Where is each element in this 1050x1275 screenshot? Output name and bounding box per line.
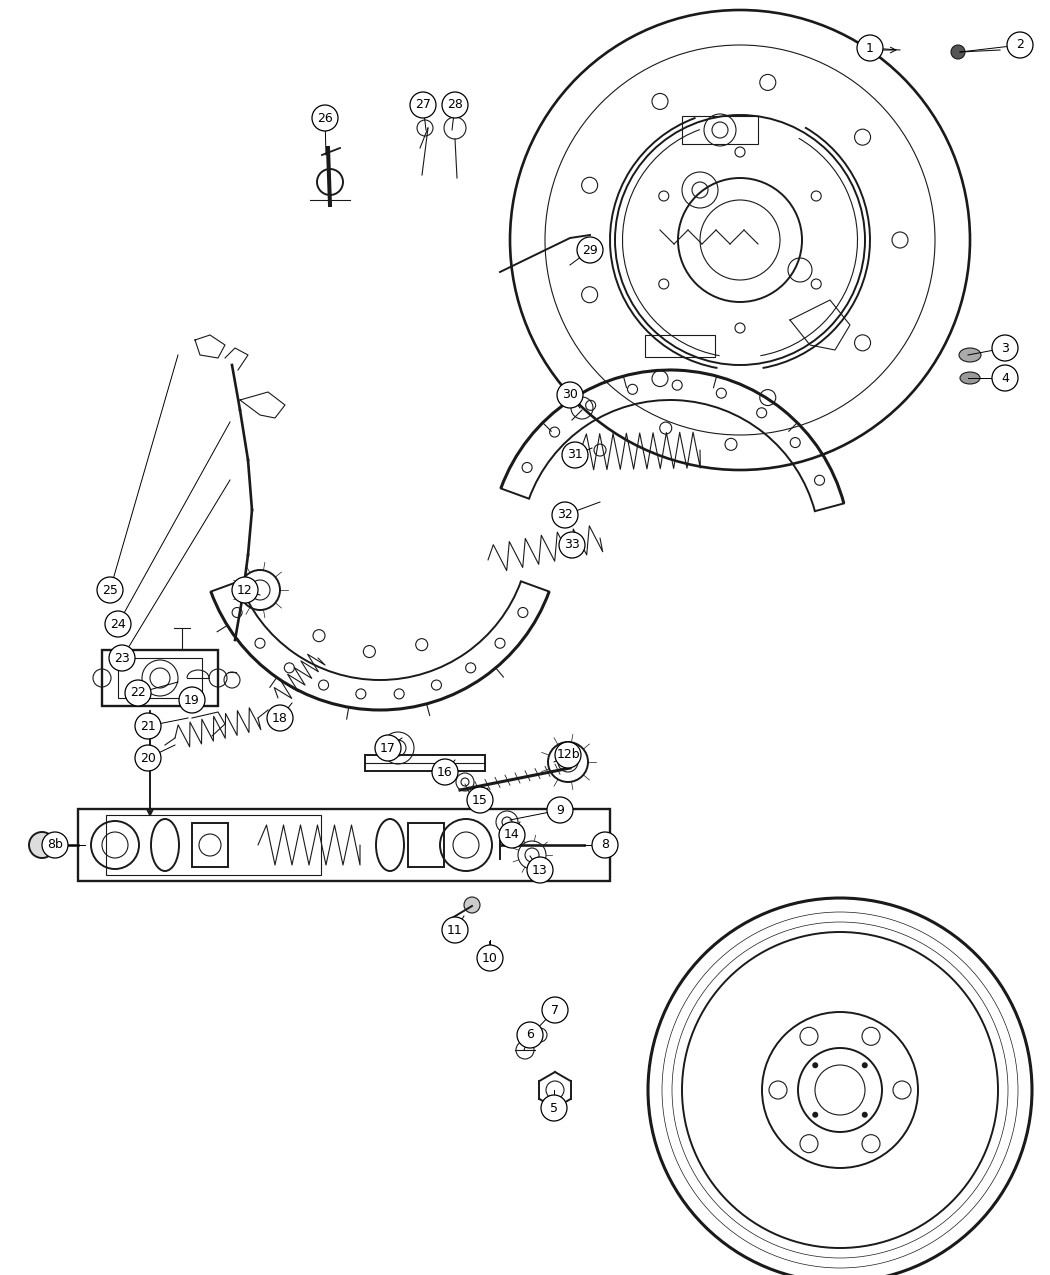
- Circle shape: [467, 787, 493, 813]
- Circle shape: [857, 34, 883, 61]
- Bar: [682, 116, 758, 144]
- Circle shape: [42, 833, 68, 858]
- Circle shape: [105, 611, 131, 638]
- Text: 5: 5: [550, 1102, 558, 1114]
- Circle shape: [992, 335, 1018, 361]
- Circle shape: [862, 1062, 867, 1068]
- Circle shape: [410, 92, 436, 119]
- Text: 20: 20: [140, 751, 156, 765]
- Circle shape: [232, 578, 258, 603]
- Circle shape: [992, 365, 1018, 391]
- Circle shape: [562, 442, 588, 468]
- Bar: [645, 335, 715, 357]
- Circle shape: [464, 898, 480, 913]
- Circle shape: [125, 680, 151, 706]
- Text: 16: 16: [437, 765, 453, 779]
- Circle shape: [547, 797, 573, 822]
- Circle shape: [555, 742, 581, 768]
- Circle shape: [542, 997, 568, 1023]
- Bar: [365, 755, 485, 771]
- Text: 18: 18: [272, 711, 288, 724]
- Text: 15: 15: [472, 793, 488, 807]
- Text: 23: 23: [114, 652, 130, 664]
- Circle shape: [578, 237, 603, 263]
- Circle shape: [813, 1062, 818, 1068]
- Circle shape: [442, 917, 468, 943]
- Bar: [408, 822, 444, 867]
- Circle shape: [559, 532, 585, 558]
- Circle shape: [29, 833, 55, 858]
- Text: 12b: 12b: [556, 748, 580, 761]
- Text: 2: 2: [1016, 38, 1024, 51]
- Text: 22: 22: [130, 686, 146, 700]
- Bar: [118, 658, 202, 697]
- Text: 19: 19: [184, 694, 200, 706]
- Text: 6: 6: [526, 1029, 534, 1042]
- Text: 8b: 8b: [47, 839, 63, 852]
- Text: 3: 3: [1001, 342, 1009, 354]
- Circle shape: [541, 1095, 567, 1121]
- Circle shape: [527, 857, 553, 884]
- Circle shape: [178, 687, 205, 713]
- Text: 33: 33: [564, 538, 580, 552]
- Circle shape: [442, 92, 468, 119]
- Text: 4: 4: [1001, 371, 1009, 385]
- Bar: [102, 650, 218, 706]
- Text: 32: 32: [558, 509, 573, 521]
- Circle shape: [499, 822, 525, 848]
- Text: 7: 7: [551, 1003, 559, 1016]
- Text: 30: 30: [562, 389, 578, 402]
- Ellipse shape: [959, 348, 981, 362]
- Circle shape: [951, 45, 965, 59]
- Circle shape: [267, 705, 293, 731]
- Circle shape: [135, 745, 161, 771]
- Text: 12: 12: [237, 584, 253, 597]
- Circle shape: [552, 502, 578, 528]
- Circle shape: [432, 759, 458, 785]
- Text: 13: 13: [532, 863, 548, 876]
- Bar: [106, 815, 321, 875]
- Text: 28: 28: [447, 98, 463, 111]
- Text: 1: 1: [866, 42, 874, 55]
- Text: 8: 8: [601, 839, 609, 852]
- Circle shape: [517, 1023, 543, 1048]
- Text: 10: 10: [482, 951, 498, 964]
- Text: 27: 27: [415, 98, 430, 111]
- Circle shape: [375, 734, 401, 761]
- Text: 29: 29: [582, 244, 597, 256]
- Circle shape: [97, 578, 123, 603]
- Text: 21: 21: [140, 719, 155, 733]
- Circle shape: [109, 645, 135, 671]
- Circle shape: [312, 105, 338, 131]
- Text: 17: 17: [380, 742, 396, 755]
- Circle shape: [813, 1112, 818, 1118]
- Circle shape: [1007, 32, 1033, 57]
- Circle shape: [135, 713, 161, 739]
- Circle shape: [556, 382, 583, 408]
- Text: 14: 14: [504, 829, 520, 842]
- Text: 25: 25: [102, 584, 118, 597]
- Bar: [78, 810, 610, 881]
- Ellipse shape: [960, 372, 980, 384]
- Text: 11: 11: [447, 923, 463, 937]
- Text: 31: 31: [567, 449, 583, 462]
- Text: 9: 9: [556, 803, 564, 816]
- Bar: [192, 822, 228, 867]
- Text: 26: 26: [317, 111, 333, 125]
- Circle shape: [862, 1112, 867, 1118]
- Text: 24: 24: [110, 617, 126, 631]
- Circle shape: [477, 945, 503, 972]
- Circle shape: [592, 833, 618, 858]
